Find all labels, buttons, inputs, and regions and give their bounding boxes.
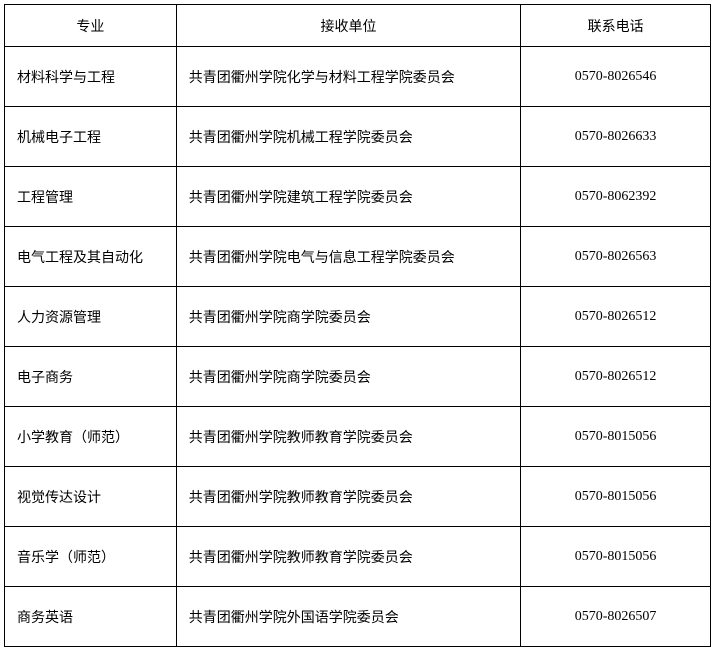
table-row: 音乐学（师范）共青团衢州学院教师教育学院委员会0570-8015056 xyxy=(5,527,711,587)
table-row: 小学教育（师范）共青团衢州学院教师教育学院委员会0570-8015056 xyxy=(5,407,711,467)
cell-phone: 0570-8026512 xyxy=(521,287,711,347)
table-row: 电气工程及其自动化共青团衢州学院电气与信息工程学院委员会0570-8026563 xyxy=(5,227,711,287)
table-row: 机械电子工程共青团衢州学院机械工程学院委员会0570-8026633 xyxy=(5,107,711,167)
cell-phone: 0570-8015056 xyxy=(521,527,711,587)
cell-unit: 共青团衢州学院教师教育学院委员会 xyxy=(176,527,520,587)
cell-unit: 共青团衢州学院化学与材料工程学院委员会 xyxy=(176,47,520,107)
table-row: 电子商务共青团衢州学院商学院委员会0570-8026512 xyxy=(5,347,711,407)
table-row: 材料科学与工程共青团衢州学院化学与材料工程学院委员会0570-8026546 xyxy=(5,47,711,107)
cell-major: 工程管理 xyxy=(5,167,177,227)
cell-major: 视觉传达设计 xyxy=(5,467,177,527)
table-header-row: 专业 接收单位 联系电话 xyxy=(5,5,711,47)
col-header-major: 专业 xyxy=(5,5,177,47)
cell-unit: 共青团衢州学院商学院委员会 xyxy=(176,287,520,347)
cell-unit: 共青团衢州学院外国语学院委员会 xyxy=(176,587,520,647)
table-row: 工程管理共青团衢州学院建筑工程学院委员会0570-8062392 xyxy=(5,167,711,227)
cell-major: 人力资源管理 xyxy=(5,287,177,347)
cell-phone: 0570-8026546 xyxy=(521,47,711,107)
cell-phone: 0570-8062392 xyxy=(521,167,711,227)
cell-major: 机械电子工程 xyxy=(5,107,177,167)
cell-unit: 共青团衢州学院建筑工程学院委员会 xyxy=(176,167,520,227)
cell-unit: 共青团衢州学院机械工程学院委员会 xyxy=(176,107,520,167)
table-row: 视觉传达设计共青团衢州学院教师教育学院委员会0570-8015056 xyxy=(5,467,711,527)
cell-major: 商务英语 xyxy=(5,587,177,647)
cell-phone: 0570-8015056 xyxy=(521,407,711,467)
cell-major: 电气工程及其自动化 xyxy=(5,227,177,287)
col-header-unit: 接收单位 xyxy=(176,5,520,47)
cell-unit: 共青团衢州学院教师教育学院委员会 xyxy=(176,467,520,527)
cell-unit: 共青团衢州学院电气与信息工程学院委员会 xyxy=(176,227,520,287)
cell-phone: 0570-8026563 xyxy=(521,227,711,287)
cell-unit: 共青团衢州学院商学院委员会 xyxy=(176,347,520,407)
cell-phone: 0570-8015056 xyxy=(521,467,711,527)
cell-unit: 共青团衢州学院教师教育学院委员会 xyxy=(176,407,520,467)
cell-phone: 0570-8026512 xyxy=(521,347,711,407)
cell-phone: 0570-8026633 xyxy=(521,107,711,167)
cell-major: 音乐学（师范） xyxy=(5,527,177,587)
table-body: 材料科学与工程共青团衢州学院化学与材料工程学院委员会0570-8026546机械… xyxy=(5,47,711,647)
cell-phone: 0570-8026507 xyxy=(521,587,711,647)
table-row: 人力资源管理共青团衢州学院商学院委员会0570-8026512 xyxy=(5,287,711,347)
cell-major: 小学教育（师范） xyxy=(5,407,177,467)
col-header-phone: 联系电话 xyxy=(521,5,711,47)
contact-table: 专业 接收单位 联系电话 材料科学与工程共青团衢州学院化学与材料工程学院委员会0… xyxy=(4,4,711,647)
cell-major: 电子商务 xyxy=(5,347,177,407)
cell-major: 材料科学与工程 xyxy=(5,47,177,107)
table-row: 商务英语共青团衢州学院外国语学院委员会0570-8026507 xyxy=(5,587,711,647)
